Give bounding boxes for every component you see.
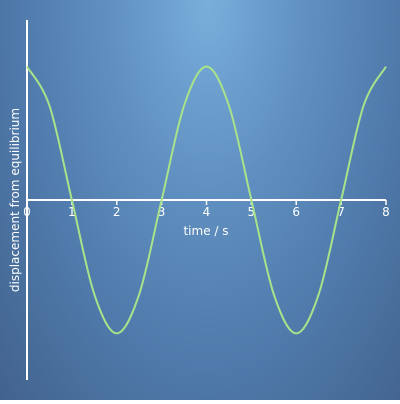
x-tick-label: 4 [203,205,211,219]
x-tick-label: 2 [113,205,121,219]
y-axis-label: displacement from equilibrium [8,108,22,292]
x-tick-label: 6 [292,205,300,219]
x-tick-label: 1 [68,205,76,219]
x-tick-label: 8 [382,205,390,219]
x-axis-label: time / s [183,224,228,238]
x-tick-group: 0 1 2 3 4 5 6 7 8 [23,200,390,219]
series-line [26,65,387,335]
x-tick-label: 3 [158,205,166,219]
x-tick-label: 7 [337,205,345,219]
x-tick-label: 0 [23,205,31,219]
x-tick-label: 5 [248,205,256,219]
